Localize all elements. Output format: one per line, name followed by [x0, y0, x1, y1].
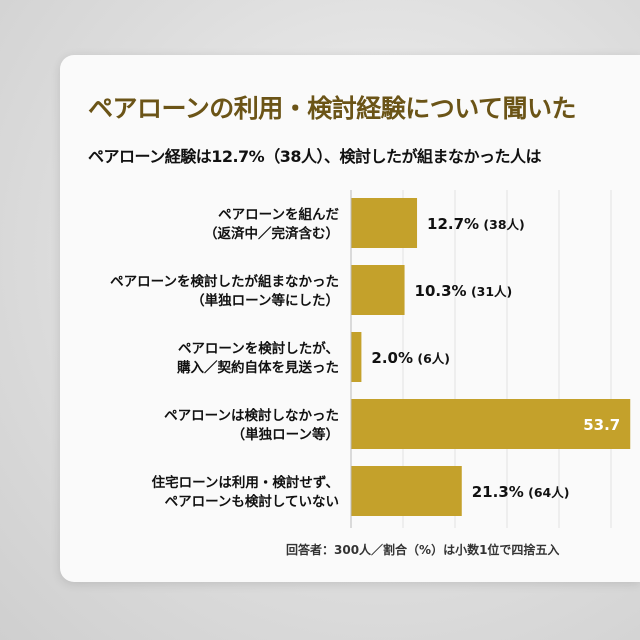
category-label: ペアローンを検討したが、 — [178, 340, 339, 357]
bar — [351, 198, 418, 248]
data-label: 12.7% (38人) — [427, 215, 525, 233]
category-label: （単独ローン等にした） — [191, 292, 339, 309]
category-label: （返済中／完済含む） — [204, 225, 339, 242]
bar — [351, 399, 631, 449]
category-label: ペアローンは検討しなかった — [164, 407, 339, 424]
category-label: ペアローンも検討していない — [165, 493, 339, 510]
chart-title: ペアローンの利用・検討経験について聞いた — [88, 94, 577, 123]
data-label: 2.0% (6人) — [371, 349, 450, 367]
chart-subtitle: ペアローン経験は12.7%（38人）、検討したが組まなかった人は — [88, 147, 541, 166]
category-label: ペアローンを検討したが組まなかった — [110, 273, 339, 290]
bar-chart: ペアローンを組んだ （返済中／完済含む） 12.7% (38人) ペアローンを検討した… — [110, 190, 631, 528]
category-label: ペアローンを組んだ — [218, 206, 339, 223]
data-label: 21.3% (64人) — [472, 483, 570, 501]
data-label: 53.7 — [583, 416, 620, 434]
bar — [351, 265, 405, 315]
bar — [351, 466, 462, 516]
data-label: 10.3% (31人) — [415, 282, 513, 300]
category-label: 住宅ローンは利用・検討せず、 — [152, 474, 339, 491]
bar — [351, 332, 362, 382]
footnote: 回答者：300人／割合（%）は小数1位で四捨五入 — [286, 543, 560, 557]
category-label: （単独ローン等） — [232, 426, 339, 443]
chart-card: ペアローンの利用・検討経験について聞いた ペアローン経験は12.7%（38人）、… — [60, 55, 640, 582]
category-label: 購入／契約自体を見送った — [176, 359, 339, 376]
